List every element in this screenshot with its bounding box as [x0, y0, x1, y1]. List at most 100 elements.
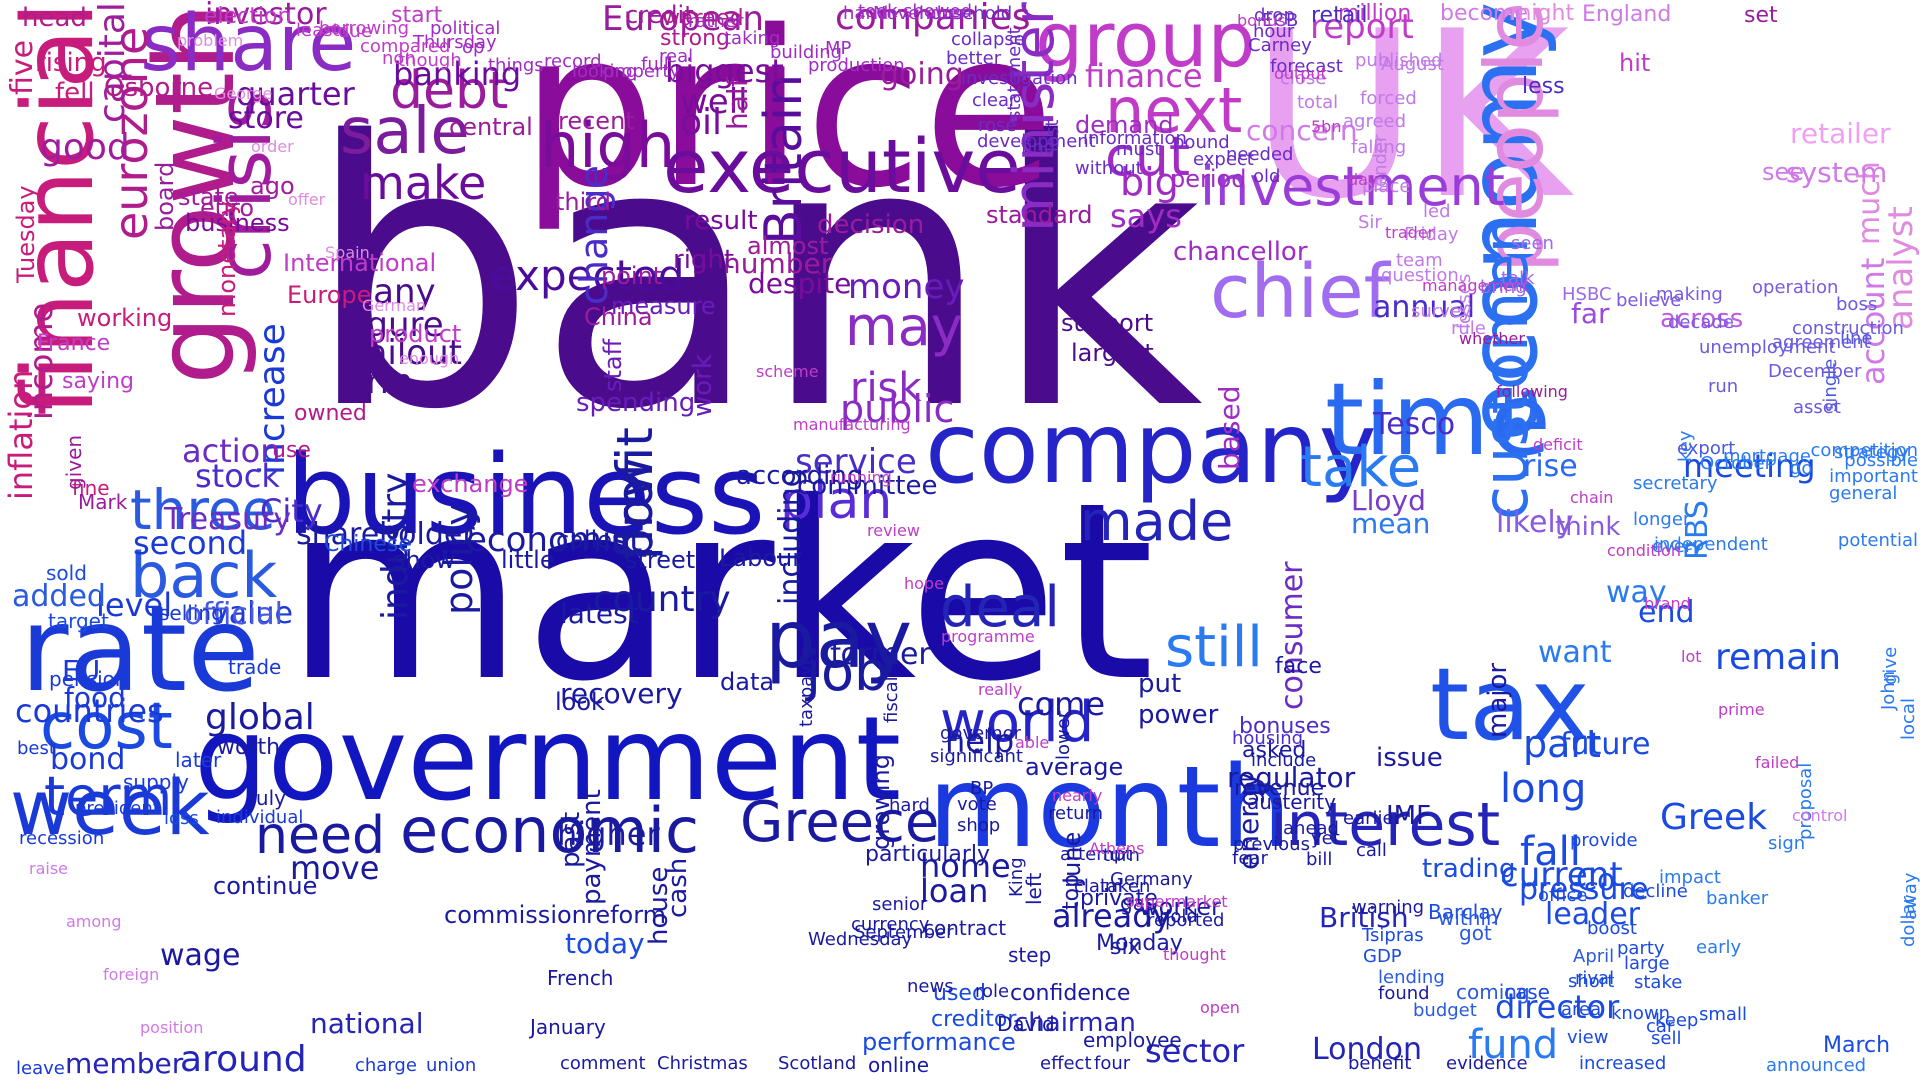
word-interest: interest	[1270, 790, 1501, 860]
word-future: future	[1560, 727, 1651, 762]
word-given: given	[62, 434, 86, 490]
word-board: board	[151, 161, 179, 231]
word-well: well	[680, 82, 748, 122]
word-building: building	[770, 42, 843, 63]
word-issue: issue	[1376, 743, 1443, 773]
word-month: month	[928, 743, 1292, 873]
word-four: four	[1094, 1053, 1131, 1074]
word-taken: taken	[1100, 876, 1151, 897]
word-hope: hope	[904, 574, 944, 593]
word-inflation: inflation	[2, 369, 40, 500]
word-sale: sale	[340, 95, 470, 169]
word-fall: fall	[1520, 829, 1581, 875]
word-george: George	[214, 84, 273, 103]
word-known: known	[1611, 1003, 1670, 1024]
word-best: best	[17, 738, 56, 759]
word-today: today	[565, 927, 645, 960]
word-across: across	[1660, 304, 1744, 334]
word-britain: Britain	[754, 73, 814, 245]
word-vote: vote	[957, 794, 997, 815]
word-austerity: austerity	[1247, 790, 1336, 814]
word-food: food	[64, 681, 126, 714]
word-six: six	[1110, 935, 1141, 960]
word-term: term	[44, 765, 173, 828]
word-meeting: meeting	[1683, 447, 1816, 485]
word-position: position	[140, 1018, 204, 1037]
word-contract: contract	[923, 916, 1007, 940]
word-supermarket: supermarket	[1126, 892, 1228, 911]
word-5bn: 5bn	[1311, 117, 1342, 136]
word-added: added	[12, 579, 106, 614]
word-gas: gas	[1120, 891, 1156, 915]
word-christmas: Christmas	[657, 1053, 748, 1074]
word-sell: sell	[1651, 1028, 1682, 1049]
word-political: political	[430, 18, 501, 39]
word-decade: decade	[1668, 312, 1734, 333]
word-competition: competition	[1810, 440, 1918, 461]
word-company: company	[925, 392, 1377, 506]
word-recent: recent	[558, 107, 635, 135]
word-labour: Labour	[719, 544, 803, 572]
word-published: published	[1355, 50, 1443, 71]
word-recovery: recovery	[560, 677, 683, 710]
word-lot: lot	[1681, 647, 1702, 666]
word-early: early	[1696, 937, 1742, 958]
word-likely: likely	[1496, 505, 1574, 540]
word-end: end	[1638, 595, 1695, 630]
word-taxpayer: taxpayer	[796, 646, 817, 727]
word-case: case	[1504, 980, 1550, 1004]
word-world: world	[940, 690, 1095, 755]
word-money: money	[848, 267, 965, 307]
word-way: way	[1606, 575, 1667, 610]
word-business: business	[185, 209, 290, 237]
word-far: far	[1571, 297, 1610, 330]
word-possible: possible	[1844, 450, 1918, 471]
word-service: service	[795, 442, 917, 482]
word-individual: individual	[216, 807, 304, 828]
word-germany: Germany	[1110, 869, 1193, 890]
word-offer: offer	[288, 190, 326, 209]
word-export: export	[1677, 438, 1736, 459]
word-commission: commission	[444, 901, 587, 929]
word-important: important	[1829, 466, 1918, 487]
word-increased: increased	[1579, 1053, 1667, 1074]
word-find: find	[1021, 137, 1056, 158]
word-supply: supply	[123, 770, 189, 794]
word-hard: hard	[889, 795, 930, 816]
word-decline: decline	[1623, 881, 1688, 902]
word-needed: needed	[1226, 144, 1294, 165]
word-use: use	[272, 438, 311, 463]
word-national: national	[310, 1007, 424, 1040]
word-able: able	[1015, 733, 1050, 752]
word-lending: lending	[1378, 967, 1445, 988]
word-co: Co	[1576, 863, 1616, 898]
word-keep: keep	[1655, 1010, 1699, 1031]
word-wednesday: Wednesday	[808, 929, 913, 950]
word-bailout: bailout	[345, 333, 462, 373]
word-want: want	[1538, 635, 1612, 670]
word-currency: currency	[851, 914, 930, 935]
word-hour: hour	[1253, 21, 1295, 42]
word-analyst: analyst	[1881, 206, 1920, 330]
word-fund: fund	[1468, 1022, 1559, 1068]
word-coming: coming	[1456, 980, 1530, 1004]
word-place: place	[1362, 176, 1411, 197]
word-creditor: creditor	[931, 1007, 1017, 1032]
word-boss: boss	[1836, 294, 1878, 315]
word-forecast: forecast	[1270, 56, 1343, 77]
word-tax: tax	[1430, 646, 1590, 763]
word-warning: warning	[1352, 897, 1425, 918]
word-december: December	[1768, 361, 1862, 382]
word-strategy: strategy	[1834, 442, 1910, 463]
word-bp: BP	[970, 778, 994, 799]
word-german: German	[362, 296, 427, 315]
word-rival: rival	[1575, 968, 1615, 989]
word-provide: provide	[1570, 830, 1638, 851]
word-property: property	[603, 61, 681, 82]
word-working: working	[77, 304, 173, 332]
word-scotland: Scotland	[778, 1053, 857, 1074]
word-following: following	[1496, 382, 1568, 401]
word-athens: Athens	[1089, 839, 1145, 858]
word-unemployment: unemployment	[1699, 337, 1836, 358]
word-trader: trader	[1385, 223, 1435, 242]
